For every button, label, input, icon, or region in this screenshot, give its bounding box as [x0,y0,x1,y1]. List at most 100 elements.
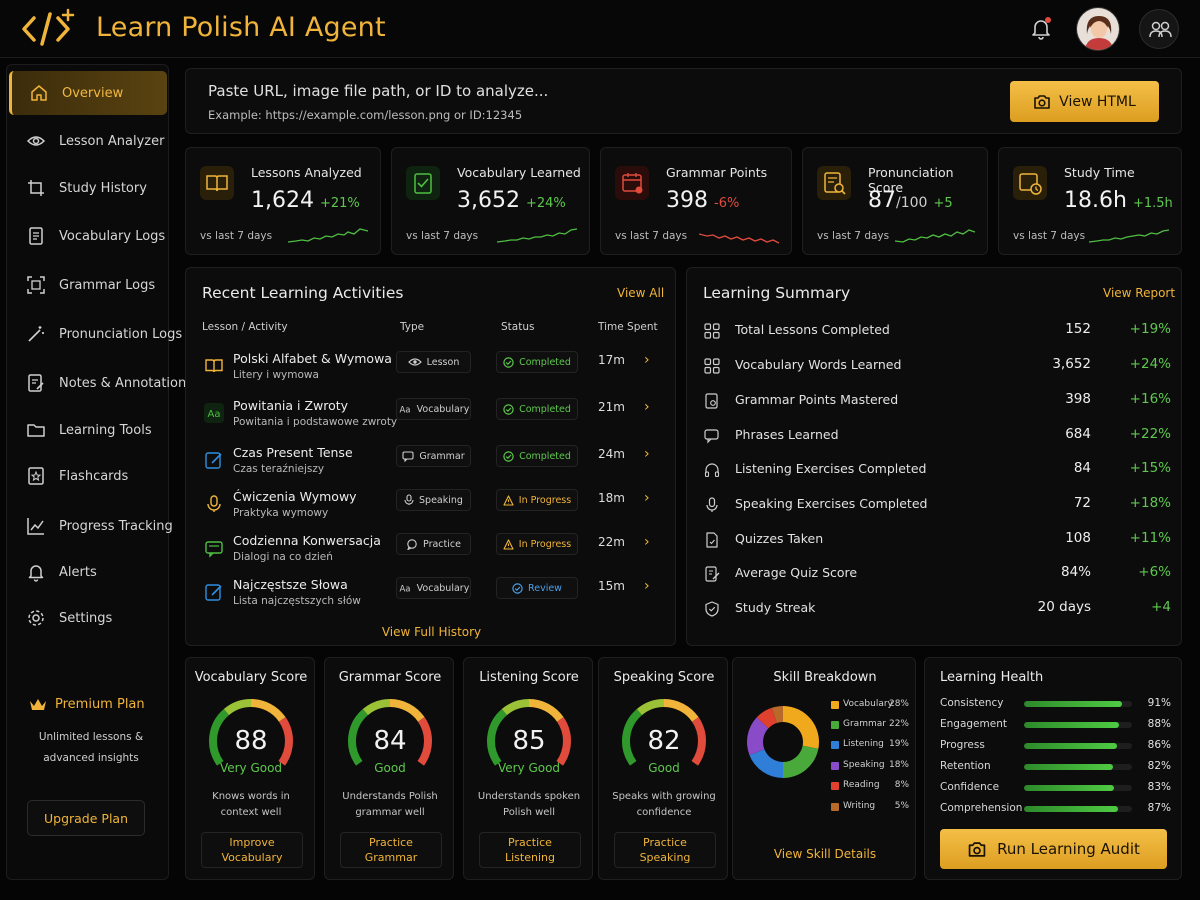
table-row[interactable]: Aa Powitania i Zwroty Powitania i podsta… [196,395,666,439]
time-spent: 22m [598,535,625,549]
health-progress-bar [1024,764,1132,770]
summary-value: 152 [1065,321,1091,337]
chevron-right-icon[interactable]: › [644,490,650,506]
health-progress-bar [1024,785,1132,791]
score-desc-line: grammar well [355,807,425,818]
button-line: Speaking [639,851,691,864]
book-icon [200,166,234,200]
sidebar-item-progress-tracking[interactable]: Progress Tracking [9,504,173,548]
table-row[interactable]: Polski Alfabet & Wymowa Litery i wymowa … [196,348,666,392]
team-button[interactable] [1139,9,1179,49]
time-spent: 18m [598,491,625,505]
type-label: Practice [423,538,461,550]
chevron-right-icon[interactable]: › [644,534,650,550]
skill-breakdown-title: Skill Breakdown [773,670,877,685]
summary-label: Phrases Learned [735,427,839,442]
stat-value: 1,624 [251,188,314,213]
stat-delta: +5 [933,196,953,211]
sidebar-item-label: Study History [59,180,147,196]
health-percent: 82% [1147,760,1171,772]
view-html-button[interactable]: View HTML [1010,81,1159,122]
premium-description: Unlimited lessons & advanced insights [21,727,161,769]
clock-calendar-icon [1013,166,1047,200]
skill-breakdown-panel: Skill Breakdown Vocabulary 28% Grammar 22%… [732,657,916,880]
legend-swatch [831,782,839,790]
score-value: 88 [234,726,268,756]
sidebar-item-study-history[interactable]: Study History [9,166,167,210]
stat-title: Study Time [1064,165,1135,180]
score-title: Listening Score [479,670,579,685]
status-badge: Completed [496,445,578,467]
table-row[interactable]: Czas Present Tense Czas teraźniejszy Gra… [196,442,666,486]
search-input[interactable]: Paste URL, image file path, or ID to ana… [208,82,549,100]
health-label: Retention [940,760,991,772]
button-line: Improve [229,836,275,849]
view-skill-details-link[interactable]: View Skill Details [773,847,877,861]
sidebar-item-label: Flashcards [59,468,129,484]
recent-activities-title: Recent Learning Activities [202,284,404,302]
table-row[interactable]: Najczęstsze Słowa Lista najczęstszych sł… [196,574,666,618]
stat-comparison: vs last 7 days [406,230,479,242]
practice-listening-button[interactable]: Practice Listening [479,832,581,868]
health-progress-bar [1024,743,1132,749]
practice-grammar-button[interactable]: Practice Grammar [340,832,442,868]
sidebar-item-settings[interactable]: Settings [9,596,167,640]
sidebar-item-pronunciation-logs[interactable]: Pronunciation Logs [9,312,182,356]
microphone-icon [207,495,221,512]
sidebar-item-lesson-analyzer[interactable]: Lesson Analyzer [9,119,167,163]
chevron-right-icon[interactable]: › [644,399,650,415]
sparkline-chart [699,233,779,244]
notification-bell-icon[interactable] [1028,15,1054,41]
health-progress-fill [1024,722,1120,728]
score-card-speaking: Speaking Score 82 Good Speaks with growi… [598,657,728,880]
sidebar-item-overview[interactable]: Overview [9,71,167,115]
user-avatar[interactable] [1076,7,1120,51]
practice-speaking-button[interactable]: Practice Speaking [614,832,716,868]
chat-icon [704,429,719,444]
chevron-right-icon[interactable]: › [644,446,650,462]
view-report-link[interactable]: View Report [1103,286,1176,300]
upgrade-plan-button[interactable]: Upgrade Plan [27,800,145,836]
sidebar: Overview Lesson Analyzer Study History V… [6,64,193,880]
summary-delta: +11% [1129,530,1171,546]
activity-subtitle: Lista najczęstszych słów [233,595,361,607]
summary-delta: +6% [1138,564,1171,580]
sparkline-chart [1089,229,1169,243]
improve-vocabulary-button[interactable]: Improve Vocabulary [201,832,303,868]
score-gauge [487,699,571,766]
sidebar-item-alerts[interactable]: Alerts [9,550,167,594]
gauge-segment [622,708,643,766]
table-row[interactable]: Ćwiczenia Wymowy Praktyka wymowy Speakin… [196,486,666,530]
chevron-right-icon[interactable]: › [644,578,650,594]
view-full-history-link[interactable]: View Full History [381,625,482,639]
summary-label: Quizzes Taken [735,531,824,546]
home-icon [31,85,47,101]
summary-row: Total Lessons Completed 152 +19% [701,319,1171,349]
stat-title: Lessons Analyzed [251,165,362,180]
legend-swatch [831,741,839,749]
health-progress-fill [1024,806,1118,812]
sidebar-item-learning-tools[interactable]: Learning Tools [9,408,167,452]
microphone-icon [404,494,414,505]
run-learning-audit-button[interactable]: Run Learning Audit [940,829,1167,869]
health-percent: 87% [1147,802,1171,814]
chevron-right-icon[interactable]: › [644,352,650,368]
sidebar-item-grammar-logs[interactable]: Grammar Logs [9,263,167,307]
legend-item: Grammar 22% [831,718,913,734]
warning-icon [503,538,514,550]
gauge-segment [209,708,230,766]
view-all-link[interactable]: View All [617,286,665,300]
summary-label: Vocabulary Words Learned [735,357,902,372]
table-row[interactable]: Codzienna Konwersacja Dialogi na co dzie… [196,530,666,574]
learning-health-panel: Learning Health Consistency 91% Engagemen… [924,657,1182,880]
stat-value-row: 3,652 +24% [457,188,566,213]
sidebar-item-flashcards[interactable]: Flashcards [9,454,167,498]
time-spent: 15m [598,579,625,593]
summary-value: 684 [1065,426,1091,442]
legend-percent: 5% [894,801,909,811]
microphone-icon [706,497,718,512]
type-pill: Aa Vocabulary [396,577,471,599]
sidebar-item-vocabulary-logs[interactable]: Vocabulary Logs [9,214,167,258]
sidebar-item-notes-annotations[interactable]: Notes & Annotations [9,361,193,405]
status-badge: In Progress [496,533,578,555]
